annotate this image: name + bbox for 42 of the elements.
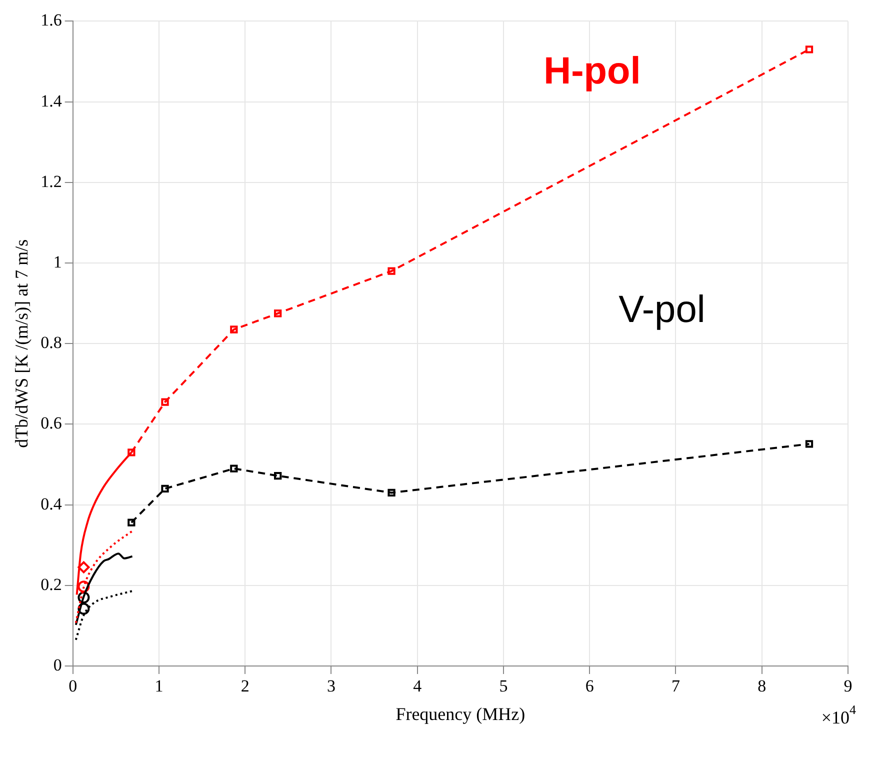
y-tick-label: 0.6 (40, 414, 62, 433)
point (388, 488, 396, 497)
point (388, 267, 396, 275)
y-tick-label: 0.4 (40, 494, 62, 514)
x-tick-label: 6 (585, 676, 594, 696)
y-tick-label: 1.4 (40, 91, 62, 110)
point (274, 472, 282, 480)
point (78, 602, 90, 615)
x-tick-label: 8 (758, 676, 766, 696)
point (78, 591, 90, 604)
series-label: H-pol (544, 50, 641, 92)
x-tick-label: 0 (68, 676, 78, 696)
line-series (74, 530, 134, 624)
y-tick-label: 0 (53, 655, 62, 674)
x-tick-label: 1 (154, 676, 164, 696)
x-tick-label: 3 (326, 676, 336, 696)
x-tick-label: 5 (499, 676, 508, 696)
x-tick-label: 4 (413, 676, 422, 696)
y-axis-title: dTb/dWS [K /(m/s)] at 7 m/s (12, 239, 32, 448)
point (161, 484, 169, 493)
point (78, 580, 90, 593)
point (230, 326, 238, 334)
point (78, 561, 90, 574)
y-tick-label: 1.6 (40, 10, 62, 30)
y-tick-label: 0.8 (40, 333, 62, 352)
point (128, 518, 136, 526)
point (161, 398, 169, 406)
point (805, 46, 814, 54)
x-tick-label: 7 (671, 676, 680, 696)
point (274, 310, 282, 318)
x-tick-label: 9 (844, 676, 852, 696)
x-axis-title: Frequency (MHz) (396, 704, 526, 724)
text: V-pol (618, 288, 706, 331)
point (805, 440, 814, 448)
y-tick-label: 1 (53, 252, 62, 272)
y-tick-label: 1.2 (40, 172, 62, 191)
x-tick-label: 2 (240, 676, 250, 696)
line-series (74, 552, 134, 626)
point (128, 448, 136, 456)
point (230, 464, 238, 472)
line-series (74, 590, 134, 641)
y-tick-label: 0.2 (40, 574, 62, 594)
